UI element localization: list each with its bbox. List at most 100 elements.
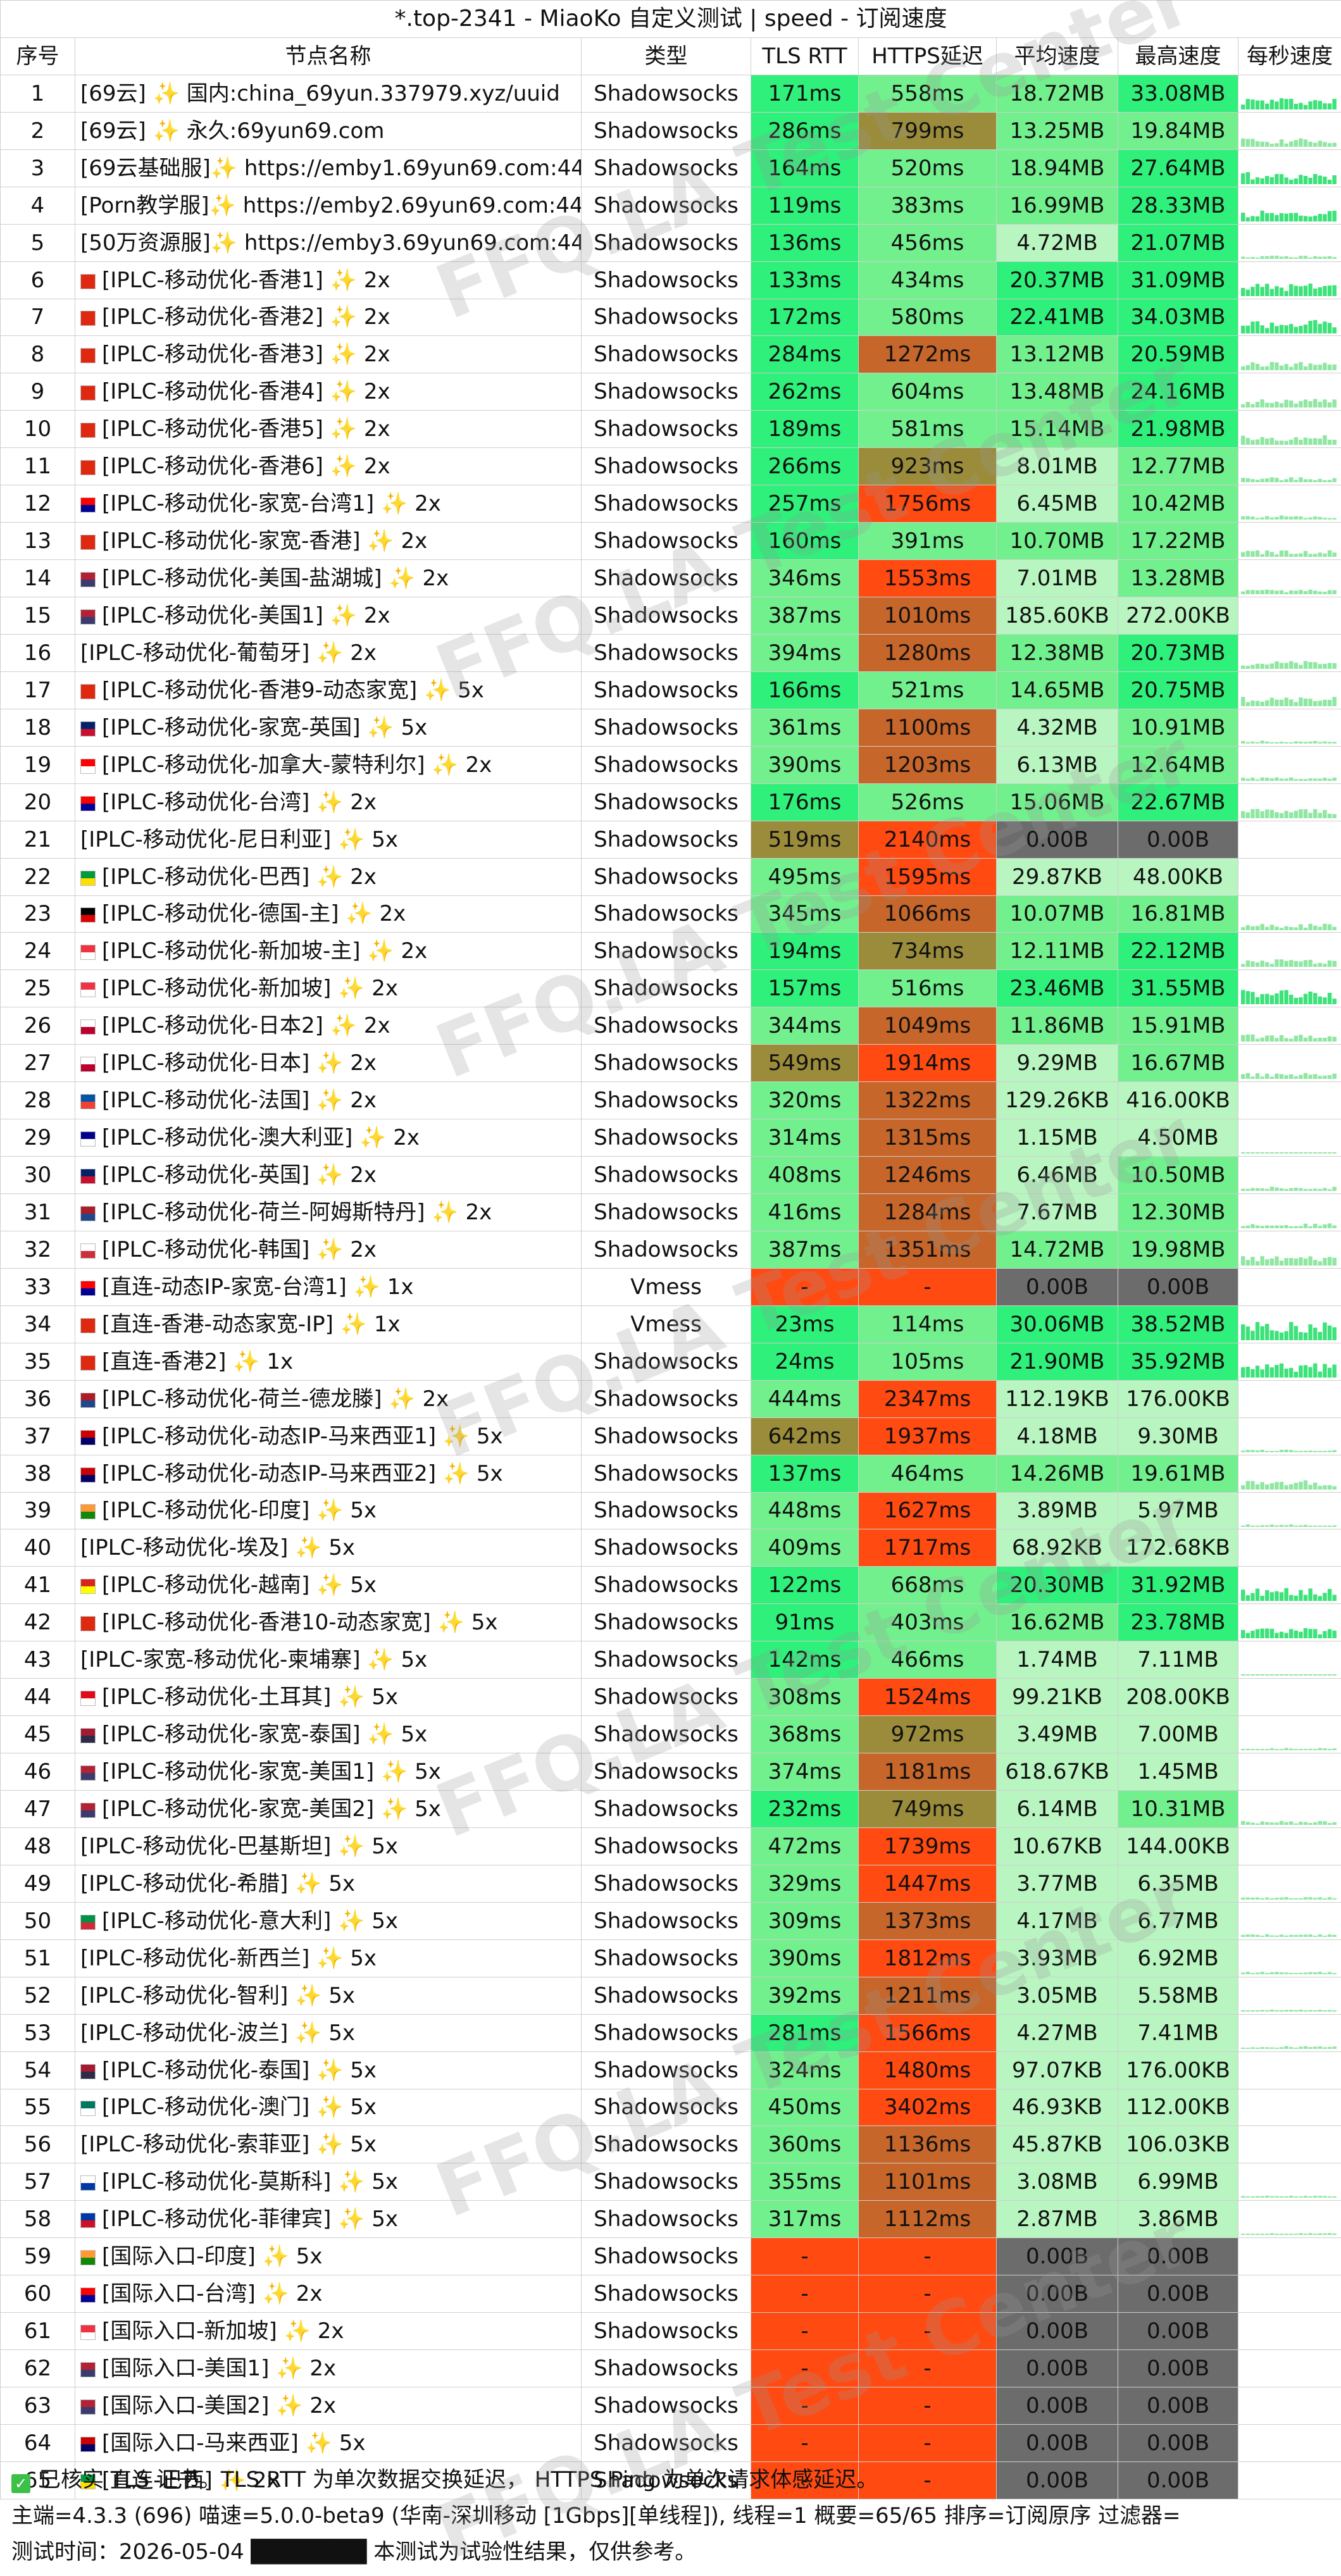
node-type: Shadowsocks	[582, 1007, 751, 1045]
per-second-sparkline	[1238, 1604, 1341, 1641]
sparkline-bar	[1308, 142, 1312, 147]
https-latency: -	[859, 2350, 997, 2387]
sparkline-bar	[1246, 1260, 1250, 1266]
per-second-sparkline	[1238, 1343, 1341, 1380]
max-speed: 4.50MB	[1118, 1119, 1238, 1157]
sparkline-bar	[1284, 1674, 1288, 1676]
sparkline-bar	[1294, 591, 1298, 595]
sparkline-bar	[1241, 1324, 1245, 1340]
row-index: 37	[1, 1417, 75, 1455]
sparkline-bar	[1299, 809, 1302, 818]
node-type: Shadowsocks	[582, 1231, 751, 1268]
sparkline-bar	[1294, 2234, 1298, 2235]
sparkline-bar	[1289, 284, 1293, 296]
sparkline-bar	[1289, 1749, 1293, 1751]
sparkline-bar	[1299, 1632, 1302, 1638]
sparkline-bar	[1251, 440, 1254, 445]
node-name-cell: [IPLC-移动优化-日本] ✨ 2x	[75, 1045, 582, 1082]
https-latency: -	[859, 2275, 997, 2313]
https-latency: 1524ms	[859, 1679, 997, 1716]
sparkline-bar	[1284, 1450, 1288, 1452]
sparkline-bar	[1313, 1328, 1317, 1340]
node-name: [69云基础服]✨ https://emby1.69yun69.com:443	[80, 156, 582, 181]
my-flag-icon	[80, 1430, 96, 1445]
sparkline-bar	[1256, 2234, 1259, 2235]
avg-speed: 97.07KB	[997, 2051, 1118, 2089]
sparkline-bar	[1294, 779, 1298, 781]
sparkline-bar	[1275, 441, 1278, 445]
sparkline-bar	[1284, 926, 1288, 930]
sparkline-bar	[1270, 1152, 1274, 1154]
sparkline-bar	[1251, 321, 1254, 333]
sparkline-bar	[1299, 1035, 1302, 1042]
per-second-sparkline	[1238, 1455, 1341, 1492]
sparkline-bar	[1323, 1821, 1326, 1825]
max-speed: 0.00B	[1118, 2424, 1238, 2461]
sparkline-bar	[1256, 1188, 1259, 1191]
sparkline-chart	[1241, 376, 1338, 408]
sparkline-bar	[1294, 663, 1298, 669]
per-second-sparkline	[1238, 2126, 1341, 2163]
node-name-cell: [IPLC-移动优化-越南] ✨ 5x	[75, 1567, 582, 1604]
sparkline-bar	[1265, 1674, 1269, 1676]
node-name-cell: [IPLC-移动优化-香港3] ✨ 2x	[75, 336, 582, 373]
avg-speed: 1.74MB	[997, 1641, 1118, 1679]
max-speed: 20.75MB	[1118, 671, 1238, 709]
avg-speed: 6.13MB	[997, 746, 1118, 783]
sparkline-bar	[1323, 1258, 1326, 1266]
sparkline-bar	[1246, 139, 1250, 147]
nl-flag-icon	[80, 1393, 96, 1408]
sparkline-bar	[1265, 742, 1269, 744]
node-name: [IPLC-移动优化-印度] ✨ 5x	[102, 1498, 377, 1523]
sparkline-bar	[1323, 664, 1326, 669]
node-name: [国际入口-马来西亚] ✨ 5x	[102, 2430, 366, 2456]
sparkline-bar	[1246, 1326, 1250, 1340]
max-speed: 12.30MB	[1118, 1194, 1238, 1231]
node-type: Shadowsocks	[582, 224, 751, 261]
speed-table: *.top-2341 - MiaoKo 自定义测试 | speed - 订阅速度…	[0, 0, 1341, 2499]
sparkline-bar	[1241, 2196, 1245, 2198]
sparkline-chart	[1241, 525, 1338, 557]
tls-rtt: 314ms	[751, 1119, 859, 1157]
sparkline-bar	[1299, 1226, 1302, 1228]
max-speed: 208.00KB	[1118, 1679, 1238, 1716]
row-index: 20	[1, 783, 75, 821]
sparkline-bar	[1332, 742, 1336, 744]
sparkline-bar	[1270, 322, 1274, 333]
https-latency: 668ms	[859, 1567, 997, 1604]
https-latency: 464ms	[859, 1455, 997, 1492]
sparkline-bar	[1289, 1898, 1293, 1900]
sparkline-bar	[1251, 1369, 1254, 1377]
sparkline-bar	[1241, 1749, 1245, 1750]
sparkline-bar	[1280, 1152, 1283, 1154]
avg-speed: 12.11MB	[997, 933, 1118, 970]
tls-rtt: 495ms	[751, 858, 859, 895]
node-name-cell: [IPLC-移动优化-荷兰-德龙滕] ✨ 2x	[75, 1380, 582, 1417]
avg-speed: 3.05MB	[997, 1977, 1118, 2014]
sparkline-bar	[1332, 778, 1336, 781]
sparkline-bar	[1308, 960, 1312, 967]
sparkline-bar	[1251, 665, 1254, 669]
row-index: 61	[1, 2313, 75, 2350]
sparkline-bar	[1284, 551, 1288, 557]
node-name-cell: [IPLC-移动优化-新西兰] ✨ 5x	[75, 1939, 582, 1977]
sparkline-bar	[1289, 1935, 1293, 1937]
sparkline-bar	[1304, 285, 1307, 296]
node-type: Shadowsocks	[582, 560, 751, 597]
sparkline-bar	[1328, 1823, 1332, 1825]
sparkline-bar	[1318, 323, 1322, 333]
https-latency: 1246ms	[859, 1157, 997, 1194]
avg-speed: 129.26KB	[997, 1082, 1118, 1119]
sparkline-bar	[1241, 436, 1245, 445]
sparkline-bar	[1280, 1632, 1283, 1638]
sparkline-bar	[1256, 1629, 1259, 1638]
tls-rtt: 472ms	[751, 1827, 859, 1865]
sparkline-bar	[1328, 518, 1332, 520]
node-name-cell: [IPLC-移动优化-澳大利亚] ✨ 2x	[75, 1119, 582, 1157]
row-index: 24	[1, 933, 75, 970]
node-type: Shadowsocks	[582, 261, 751, 299]
